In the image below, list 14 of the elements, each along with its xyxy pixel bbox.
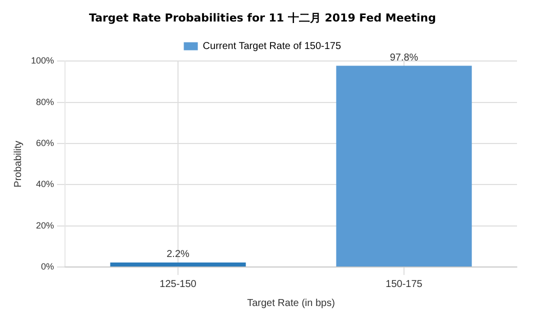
data-label: 2.2% xyxy=(166,249,190,260)
legend-label: Current Target Rate of 150-175 xyxy=(202,40,342,52)
y-axis-title: Probability xyxy=(12,140,24,188)
x-tick-label: 150-175 xyxy=(386,278,423,290)
x-tick-label: 125-150 xyxy=(160,278,197,290)
y-tick-label: 20% xyxy=(36,220,54,230)
x-axis-title: Target Rate (in bps) xyxy=(247,298,335,309)
data-label: 97.8% xyxy=(390,52,418,64)
y-tick-label: 60% xyxy=(36,138,54,148)
y-tick-label: 0% xyxy=(41,261,54,272)
y-tick-label: 100% xyxy=(30,56,54,66)
y-tick-label: 40% xyxy=(36,179,54,190)
chart-title: Target Rate Probabilities for 11 十二月 2019 Fed Meeting xyxy=(88,11,436,24)
y-tick-label: 80% xyxy=(36,96,54,107)
